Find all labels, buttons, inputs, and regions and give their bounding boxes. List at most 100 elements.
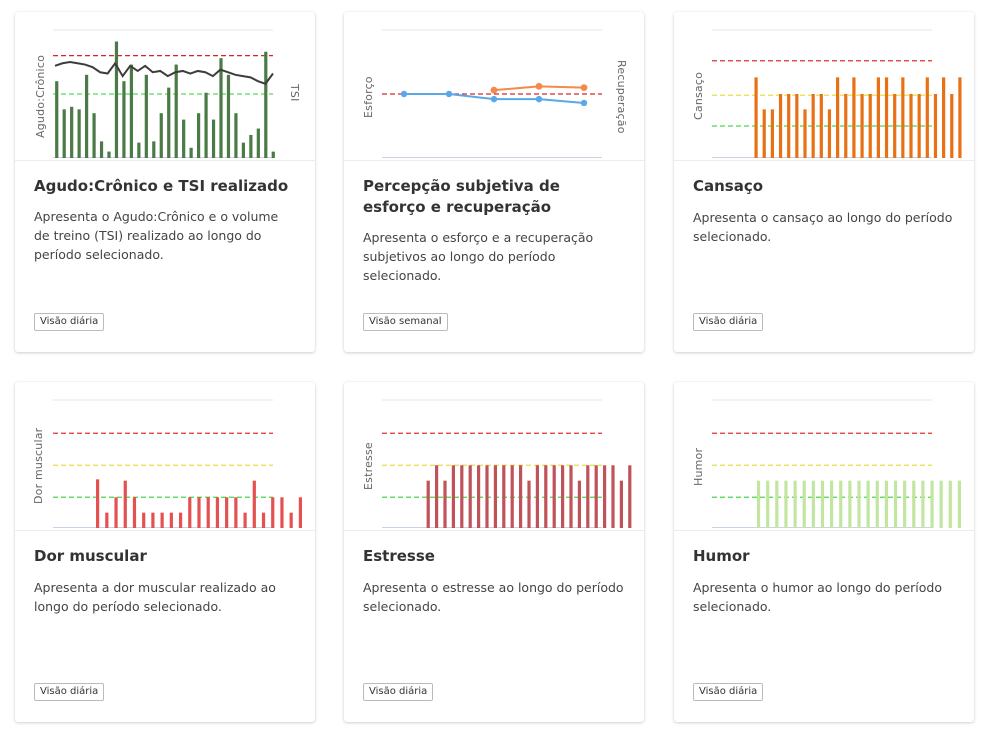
- bar: [893, 94, 897, 158]
- bar: [204, 92, 208, 158]
- bar: [189, 147, 193, 158]
- bar: [820, 480, 825, 528]
- bar: [827, 109, 832, 158]
- bar: [830, 480, 834, 528]
- bar: [544, 465, 548, 528]
- bar: [866, 480, 870, 528]
- bar: [426, 480, 430, 528]
- view-badge[interactable]: Visão diária: [693, 313, 764, 331]
- esforco-point: [400, 90, 408, 98]
- bar: [611, 465, 615, 528]
- view-badge[interactable]: Visão diária: [34, 313, 105, 331]
- bar: [234, 113, 238, 158]
- chart-estresse: [382, 399, 632, 528]
- card-estresse[interactable]: Estresse Estresse Apresenta o estresse a…: [344, 382, 644, 722]
- card-title: Cansaço: [693, 177, 764, 195]
- bar: [510, 465, 514, 528]
- bar: [252, 480, 256, 528]
- bar: [893, 480, 898, 528]
- bar: [264, 51, 268, 159]
- chart-preview: Estresse: [344, 382, 644, 531]
- view-badge[interactable]: Visão diária: [34, 683, 105, 701]
- bar: [142, 512, 146, 528]
- bar: [443, 480, 447, 528]
- bar: [852, 77, 856, 158]
- bar: [811, 480, 815, 528]
- bar: [787, 94, 791, 158]
- card-title: Humor: [693, 547, 750, 565]
- bar: [795, 94, 799, 158]
- bar: [775, 480, 779, 528]
- bar: [884, 77, 889, 158]
- bar: [178, 512, 183, 528]
- card-humor[interactable]: Humor Humor Apresenta o humor ao longo d…: [674, 382, 974, 722]
- bar: [819, 94, 823, 158]
- chart-dor-muscular: [53, 399, 302, 528]
- card-cansaco[interactable]: Cansaço Cansaço Apresenta o cansaço ao l…: [674, 12, 974, 352]
- card-description: Apresenta o cansaço ao longo do período …: [693, 210, 953, 244]
- view-badge[interactable]: Visão semanal: [363, 313, 448, 331]
- bar: [182, 119, 186, 158]
- bar: [921, 480, 925, 528]
- bar: [85, 74, 89, 158]
- bar: [241, 142, 245, 158]
- bar: [619, 480, 623, 528]
- acwr-line: [54, 60, 274, 85]
- bar: [844, 94, 848, 158]
- bar: [249, 134, 253, 158]
- bar: [586, 465, 590, 528]
- bar: [96, 479, 100, 528]
- card-title: Estresse: [363, 547, 435, 565]
- bar: [917, 94, 921, 158]
- chart-preview: Esforço Recuperação: [344, 12, 644, 161]
- bar: [569, 465, 573, 528]
- bar: [876, 77, 880, 158]
- card-percepcao-esforco[interactable]: Esforço Recuperação Percepção subjetiva …: [344, 12, 644, 352]
- bar: [225, 497, 229, 528]
- bar: [577, 480, 581, 528]
- chart-preview: Agudo:Crônico TSI: [15, 12, 315, 161]
- bar: [903, 480, 907, 528]
- y-axis-label: Dor muscular: [32, 427, 45, 504]
- bar: [502, 465, 506, 528]
- view-badge[interactable]: Visão diária: [693, 683, 764, 701]
- view-badge[interactable]: Visão diária: [363, 683, 434, 701]
- bar: [219, 58, 223, 158]
- bar: [948, 480, 952, 528]
- bar: [271, 151, 275, 158]
- bar: [298, 497, 302, 528]
- esforco-point: [535, 95, 543, 103]
- bar: [206, 497, 210, 528]
- card-description: Apresenta o Agudo:Crônico e o volume de …: [34, 209, 279, 262]
- card-description: Apresenta a dor muscular realizado ao lo…: [34, 580, 276, 614]
- recuperacao-point: [490, 86, 498, 94]
- card-dor-muscular[interactable]: Dor muscular Dor muscular Apresenta a do…: [15, 382, 315, 722]
- bar: [152, 141, 156, 158]
- y-axis-label: Cansaço: [692, 71, 705, 120]
- bar: [925, 77, 929, 158]
- chart-humor: [712, 399, 962, 528]
- bar: [215, 497, 220, 528]
- bar: [793, 480, 797, 528]
- bar: [477, 465, 481, 528]
- bar: [167, 87, 171, 158]
- bar: [950, 94, 954, 158]
- bar: [485, 465, 489, 528]
- bar: [527, 480, 531, 528]
- bar: [930, 480, 934, 528]
- bar: [197, 497, 201, 528]
- bar: [958, 77, 962, 158]
- card-title: Dor muscular: [34, 547, 147, 565]
- chart-cansaco: [712, 29, 962, 158]
- bar: [756, 480, 761, 528]
- bar: [460, 465, 464, 528]
- bar: [766, 480, 770, 528]
- bar: [957, 480, 962, 528]
- esforco-point: [445, 90, 453, 98]
- y2-axis-label: TSI: [288, 84, 301, 102]
- esforco-point: [490, 95, 498, 103]
- card-description: Apresenta o humor ao longo do período se…: [693, 580, 943, 614]
- bar: [884, 480, 888, 528]
- bar: [211, 119, 216, 158]
- card-agudo-cronico-tsi[interactable]: Agudo:Crônico TSI Agudo:Crônico e TSI re…: [15, 12, 315, 352]
